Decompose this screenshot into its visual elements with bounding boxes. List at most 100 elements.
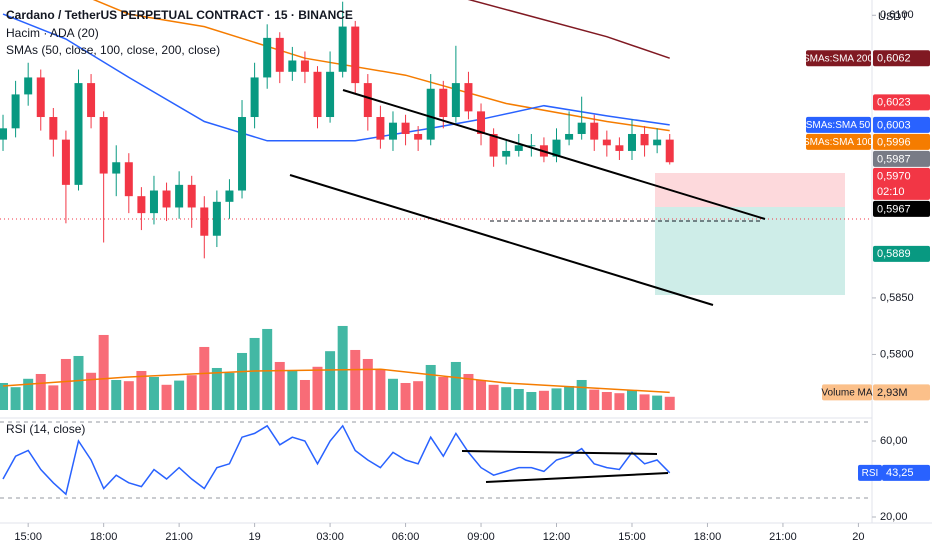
volume-bar <box>262 328 273 410</box>
volume-bar <box>312 366 323 410</box>
candle-body <box>313 71 322 118</box>
volume-bar <box>501 387 512 410</box>
price-badge-label: 0,5889 <box>877 248 911 260</box>
price-badge-label: 0,5987 <box>877 153 911 165</box>
sma-legend: SMAs (50, close, 100, close, 200, close) <box>6 43 220 57</box>
volume-bar <box>362 358 373 410</box>
volume-bar <box>148 376 159 410</box>
volume-bar <box>387 378 398 410</box>
back-layer <box>0 0 932 524</box>
rsi-trend-top[interactable] <box>461 450 658 455</box>
volume-bar <box>463 373 474 410</box>
price-badge-label: 0,6023 <box>877 97 911 109</box>
drawings <box>289 89 766 483</box>
candle-body <box>49 117 58 140</box>
volume-bar <box>123 381 134 410</box>
series-name-badge <box>822 384 872 401</box>
volume-bar <box>664 396 675 410</box>
series-name-label: Volume MA <box>821 388 872 399</box>
candle-body <box>175 184 184 208</box>
candle-body <box>149 190 158 214</box>
candle-body <box>552 139 561 157</box>
candle-body <box>200 207 209 236</box>
x-tick-label: 06:00 <box>392 531 420 543</box>
candle-body <box>61 139 70 185</box>
volume-bar <box>538 390 549 410</box>
candle-body <box>36 77 45 118</box>
series-name-label: RSI <box>862 468 879 479</box>
candle-body <box>338 26 347 72</box>
x-tick-label: 20 <box>852 531 864 543</box>
volume-bar <box>400 382 411 410</box>
candle-body <box>414 133 423 140</box>
x-tick-label: 15:00 <box>14 531 42 543</box>
volume-ma-line <box>2 368 670 394</box>
rsi-legend: RSI (14, close) <box>6 422 85 436</box>
series-name-label: SMAs:SMA 200 <box>803 53 873 64</box>
volume-bar <box>35 373 46 410</box>
candle-body <box>300 60 309 72</box>
price-badge-label: 0,5996 <box>877 136 911 148</box>
candle-body <box>99 117 108 174</box>
y-tick-label: 0,6100 <box>880 9 914 21</box>
price-badge <box>873 200 930 217</box>
volume-bar <box>287 370 298 410</box>
volume-bar <box>299 379 310 410</box>
volume-bar <box>23 378 34 410</box>
candle-body <box>74 83 83 185</box>
volume-bar <box>199 346 210 410</box>
x-tick-label: 09:00 <box>467 531 495 543</box>
volume-bar <box>626 390 637 410</box>
x-tick-label: 03:00 <box>316 531 344 543</box>
candle-body <box>653 139 662 146</box>
volume-bar <box>10 387 21 410</box>
candle-body <box>376 117 385 140</box>
volume-bar <box>652 395 663 410</box>
volume-bar <box>350 349 361 410</box>
candle-body <box>275 37 284 72</box>
candle-body <box>514 145 523 151</box>
candle-body <box>162 190 171 208</box>
y-tick-label: 0,5850 <box>880 292 914 304</box>
sma-line <box>467 0 670 59</box>
value-badge <box>882 464 930 481</box>
y-tick-label: 60,00 <box>880 435 908 447</box>
candle-body <box>665 139 674 163</box>
price-badge-label: 0,5967 <box>877 203 911 215</box>
candle-body <box>24 77 33 95</box>
volume-legend: Hacim · ADA (20) <box>6 26 99 40</box>
volume-bar <box>337 325 348 410</box>
candle-body <box>502 150 511 157</box>
legend: Cardano / TetherUS PERPETUAL CONTRACT · … <box>6 8 353 436</box>
series-name-badge <box>806 116 871 133</box>
y-tick-label: 0,5800 <box>880 348 914 360</box>
channel-bottom[interactable] <box>289 174 714 306</box>
volume-bar <box>161 384 172 410</box>
position-stop-zone[interactable] <box>655 173 845 207</box>
volume-bar <box>111 379 122 410</box>
volume-bar <box>576 379 587 410</box>
price-badge-label: 0,5970 <box>877 170 911 182</box>
volume-bar <box>274 361 285 410</box>
price-badge <box>873 50 930 67</box>
candle-body <box>112 162 121 174</box>
candle-body <box>439 88 448 118</box>
currency-label: USDT <box>878 11 908 23</box>
rsi-trend-bottom[interactable] <box>485 472 669 483</box>
candle-body <box>87 83 96 118</box>
candle-body <box>565 133 574 140</box>
candle-body <box>451 83 460 118</box>
candle-body <box>187 184 196 208</box>
volume-bar <box>425 364 436 410</box>
candle-body <box>388 122 397 140</box>
price-badge <box>873 94 930 111</box>
price-badge <box>873 167 930 200</box>
position-target-zone[interactable] <box>655 207 845 295</box>
price-badge <box>873 245 930 262</box>
volume-bar <box>639 394 650 410</box>
y-tick-label: 20,00 <box>880 511 908 523</box>
channel-top[interactable] <box>342 89 766 220</box>
candle-body <box>363 83 372 118</box>
sma-line <box>2 13 670 142</box>
